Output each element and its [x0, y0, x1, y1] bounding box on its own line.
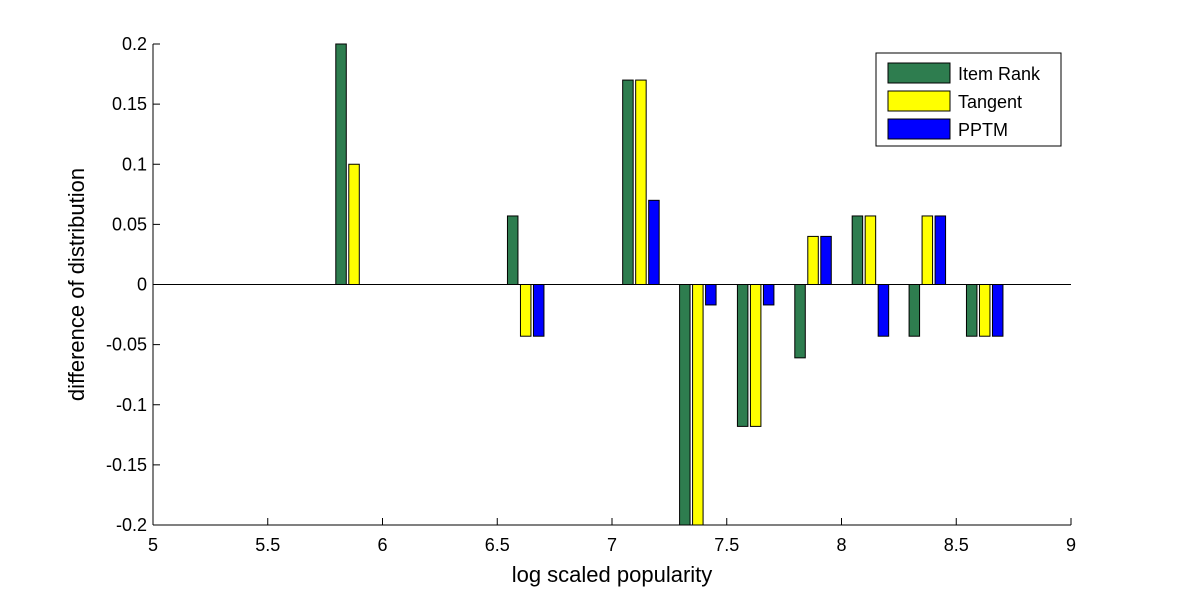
y-tick-label: -0.15 — [106, 455, 147, 475]
bar-tangent-5 — [807, 235, 819, 285]
x-tick-label: 6.5 — [485, 535, 510, 555]
y-tick-label: 0 — [137, 275, 147, 295]
x-axis-title: log scaled popularity — [512, 562, 713, 587]
x-tick-label: 7 — [607, 535, 617, 555]
bar-pptm-1 — [532, 284, 545, 337]
legend: Item Rank Tangent PPTM — [875, 52, 1062, 147]
bar-pptm-5 — [820, 235, 832, 285]
y-tick-label: -0.2 — [116, 515, 147, 535]
bar-item-rank-7 — [908, 284, 921, 337]
bar-pptm-2 — [648, 199, 660, 286]
bar-pptm-7 — [934, 215, 947, 286]
y-tick-label: 0.05 — [112, 214, 147, 234]
bar-item-rank-5 — [794, 284, 806, 359]
y-axis-title: difference of distribution — [64, 168, 89, 401]
y-tick-label: -0.05 — [106, 335, 147, 355]
x-tick-label: 5 — [148, 535, 158, 555]
x-tick-label: 5.5 — [255, 535, 280, 555]
x-tick-label: 9 — [1066, 535, 1076, 555]
bar-item-rank-2 — [622, 79, 634, 285]
bar-tangent-8 — [978, 284, 991, 337]
bar-tangent-3 — [692, 284, 704, 526]
bar-pptm-8 — [991, 284, 1004, 337]
bar-pptm-6 — [877, 284, 890, 337]
x-tick-label: 7.5 — [714, 535, 739, 555]
bar-item-rank-6 — [851, 215, 864, 286]
legend-swatch-item-rank — [887, 62, 951, 84]
legend-swatch-tangent — [887, 90, 951, 112]
bar-tangent-6 — [864, 215, 877, 286]
bar-pptm-3 — [705, 284, 717, 306]
bar-item-rank-4 — [736, 284, 749, 427]
legend-label-pptm: PPTM — [958, 120, 1008, 140]
x-tick-label: 6 — [377, 535, 387, 555]
y-tick-label: 0.1 — [122, 154, 147, 174]
y-tick-label: 0.2 — [122, 34, 147, 54]
x-tick-label: 8.5 — [944, 535, 969, 555]
bar-tangent-2 — [635, 79, 647, 285]
bar-item-rank-0 — [335, 43, 347, 285]
bar-tangent-1 — [519, 284, 532, 337]
legend-swatch-pptm — [887, 118, 951, 140]
legend-label-tangent: Tangent — [958, 92, 1022, 112]
bar-tangent-7 — [921, 215, 934, 286]
y-tick-label: 0.15 — [112, 94, 147, 114]
bar-item-rank-3 — [679, 284, 691, 526]
x-tick-label: 8 — [836, 535, 846, 555]
legend-label-item-rank: Item Rank — [958, 64, 1041, 84]
bar-tangent-4 — [749, 284, 762, 427]
bar-pptm-4 — [762, 284, 775, 306]
bar-item-rank-8 — [965, 284, 978, 337]
y-tick-label: -0.1 — [116, 395, 147, 415]
axes: 5 5.5 6 6.5 7 7.5 8 8.5 9 0.2 0.15 0.1 0.05 0 -0.05 -0.… — [106, 34, 1076, 555]
bar-item-rank-1 — [506, 215, 519, 286]
bar-tangent-0 — [348, 163, 360, 285]
